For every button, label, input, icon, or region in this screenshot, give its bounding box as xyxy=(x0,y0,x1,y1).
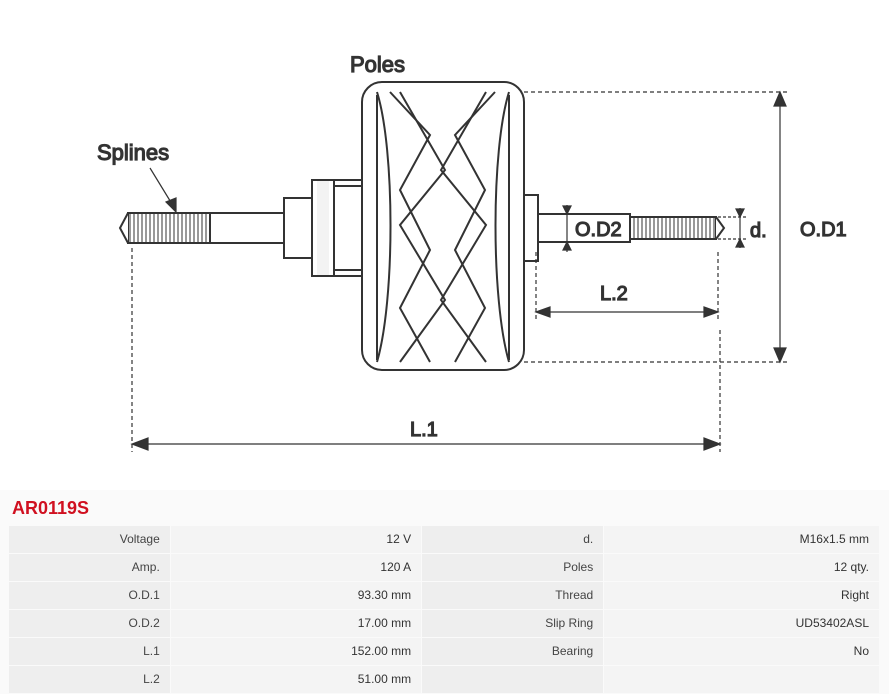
dim-od1: O.D1 xyxy=(800,219,847,241)
spec-value: 12 V xyxy=(171,526,421,553)
spec-value: 93.30 mm xyxy=(171,582,421,609)
spec-label2: d. xyxy=(422,526,603,553)
dim-l1: L.1 xyxy=(410,419,438,441)
spec-label2: Thread xyxy=(422,582,603,609)
spec-label: Voltage xyxy=(9,526,170,553)
spec-value2: UD53402ASL xyxy=(604,610,879,637)
rotor-svg: O.D1 d. O.D2 L.2 xyxy=(0,0,889,490)
spec-value: 120 A xyxy=(171,554,421,581)
spec-label: O.D.1 xyxy=(9,582,170,609)
table-row: Voltage12 Vd.M16x1.5 mm xyxy=(9,526,879,553)
spec-value2: No xyxy=(604,638,879,665)
spec-value2: 12 qty. xyxy=(604,554,879,581)
poles-label: Poles xyxy=(350,52,405,77)
spec-value2: Right xyxy=(604,582,879,609)
splines-label: Splines xyxy=(97,140,169,165)
spec-label2: Slip Ring xyxy=(422,610,603,637)
spec-label2: Bearing xyxy=(422,638,603,665)
table-row: O.D.193.30 mmThreadRight xyxy=(9,582,879,609)
spec-label2: Poles xyxy=(422,554,603,581)
spec-label: L.1 xyxy=(9,638,170,665)
rotor-diagram: O.D1 d. O.D2 L.2 xyxy=(0,0,889,490)
part-number: AR0119S xyxy=(12,498,89,519)
spec-value: 17.00 mm xyxy=(171,610,421,637)
spec-value2: M16x1.5 mm xyxy=(604,526,879,553)
dim-l2: L.2 xyxy=(600,283,628,305)
spec-label: Amp. xyxy=(9,554,170,581)
spec-label: O.D.2 xyxy=(9,610,170,637)
dim-od2: O.D2 xyxy=(575,219,622,241)
spec-table: Voltage12 Vd.M16x1.5 mmAmp.120 APoles12 … xyxy=(8,525,880,694)
table-row: O.D.217.00 mmSlip RingUD53402ASL xyxy=(9,610,879,637)
table-row: Amp.120 APoles12 qty. xyxy=(9,554,879,581)
table-row: L.1152.00 mmBearingNo xyxy=(9,638,879,665)
dim-d: d. xyxy=(750,220,767,242)
spec-value: 152.00 mm xyxy=(171,638,421,665)
